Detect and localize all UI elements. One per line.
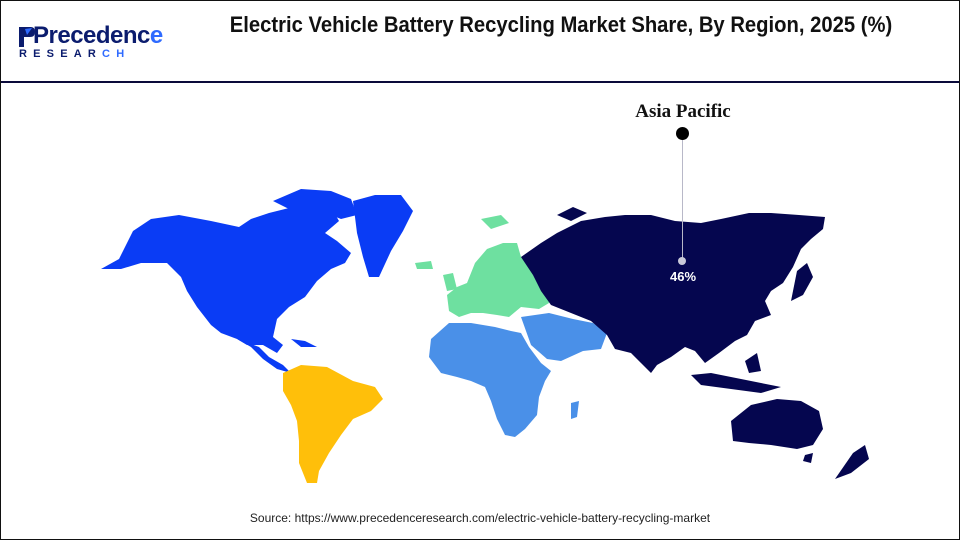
logo-subtitle: RESEARCH <box>19 48 131 60</box>
chart-title: Electric Vehicle Battery Recycling Marke… <box>229 12 893 37</box>
callout-region-label: Asia Pacific <box>635 101 731 122</box>
logo-mark-icon <box>19 27 35 47</box>
region-middle-east-africa <box>429 313 607 437</box>
precedence-research-logo: Precedence RESEARCH <box>17 23 167 63</box>
world-map <box>101 189 869 483</box>
region-north-america <box>101 189 413 373</box>
region-europe <box>415 215 549 317</box>
asia-pacific-share-value: 46% <box>669 269 697 284</box>
header-divider <box>1 81 959 83</box>
callout-leader-line <box>682 140 683 260</box>
source-citation: Source: https://www.precedenceresearch.c… <box>249 511 711 525</box>
region-asia-pacific <box>521 207 869 479</box>
callout-anchor-dot <box>678 257 686 265</box>
logo-wordmark: Precedence <box>33 22 163 49</box>
callout-marker-dot <box>676 127 689 140</box>
header: Precedence RESEARCH Electric Vehicle Bat… <box>1 1 959 81</box>
region-latin-america <box>283 365 383 483</box>
